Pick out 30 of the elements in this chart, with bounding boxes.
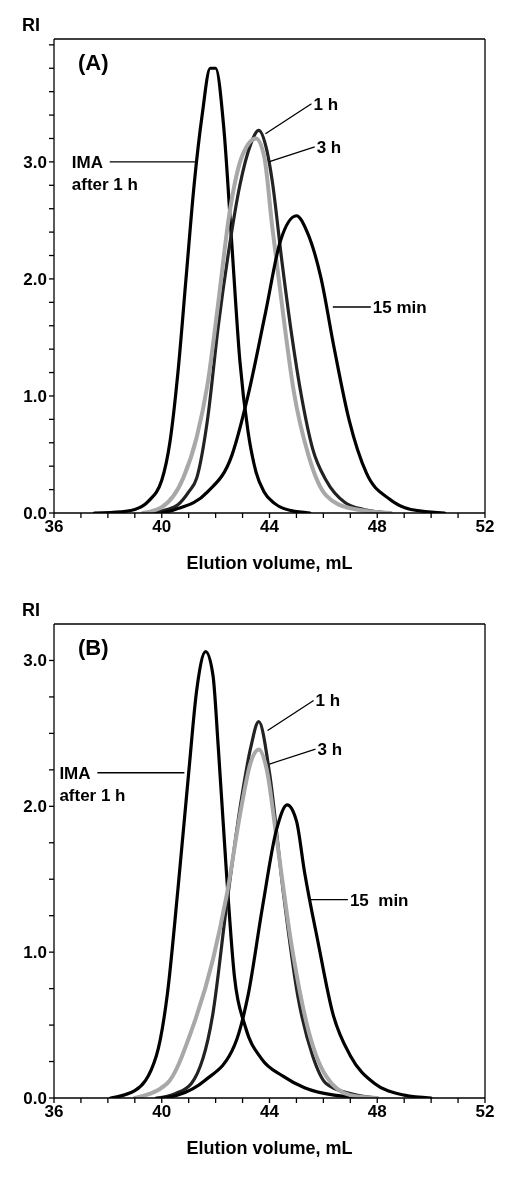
y-tick-label: 3.0 [23,651,47,671]
x-tick-label: 52 [475,1102,495,1122]
y-tick-label: 3.0 [23,152,47,172]
annotation: 3 h [317,740,343,760]
y-axis-title: RI [22,600,40,620]
x-tick-label: 52 [475,517,495,537]
y-tick-label: 1.0 [23,387,47,406]
y-tick-label: 2.0 [23,797,47,817]
x-tick-label: 48 [367,1102,387,1122]
annotation: IMA after 1 h [71,152,138,194]
text: (B) [78,635,109,661]
text: (A) [78,50,109,76]
x-tick-label: 44 [260,1102,280,1122]
x-tick-label: 40 [152,517,172,537]
x-tick-label: 36 [44,1102,64,1122]
annotation: 1 h [313,94,339,114]
x-axis-title: Elution volume, mL [186,553,353,573]
annotation: 3 h [316,137,342,157]
y-tick-label: 2.0 [23,269,47,289]
x-tick-label: 48 [367,517,387,537]
annotation: 15 min [349,890,409,910]
x-tick-label: 44 [260,517,280,537]
x-axis-title: Elution volume, mL [186,1138,353,1158]
x-tick-label: 40 [152,1102,172,1122]
y-tick-label: 1.0 [23,943,47,963]
x-tick-label: 36 [44,517,64,537]
annotation: 1 h [315,691,341,711]
annotation: 15 min [372,298,427,318]
y-axis-title: RI [22,15,40,35]
annotation: IMA after 1 h [59,763,126,805]
